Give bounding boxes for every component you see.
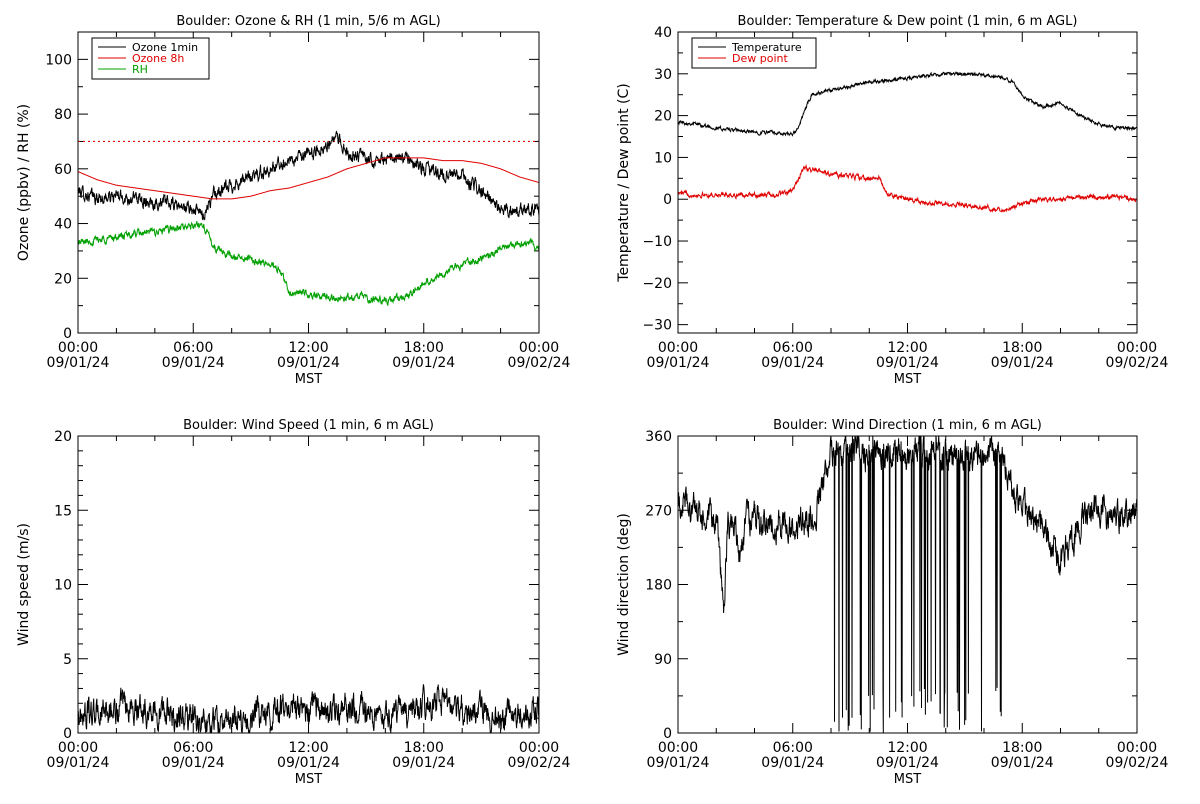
x-tick-label: 00:00 — [58, 740, 98, 756]
y-axis-label: Temperature / Dew point (C) — [616, 83, 632, 282]
x-tick-date-label: 09/01/24 — [991, 355, 1054, 371]
y-tick-label: 10 — [654, 150, 672, 166]
x-tick-label: 18:00 — [404, 740, 444, 756]
legend-label: Dew point — [732, 52, 788, 65]
legend-box — [691, 37, 817, 69]
series-line-data — [78, 684, 539, 733]
x-tick-date-label: 09/01/24 — [876, 755, 939, 771]
series-line-rh — [78, 220, 539, 306]
x-axis-label: MST — [295, 772, 322, 787]
x-tick-label: 12:00 — [887, 340, 927, 356]
x-tick-label: 00:00 — [658, 340, 698, 356]
series-line-ozone-8h — [78, 157, 539, 200]
x-tick-label: 18:00 — [404, 340, 444, 356]
chart-title: Boulder: Ozone & RH (1 min, 5/6 m AGL) — [176, 14, 440, 29]
y-tick-label: 80 — [54, 107, 72, 123]
y-axis-label: Wind direction (deg) — [616, 513, 632, 656]
x-tick-label: 00:00 — [658, 740, 698, 756]
series-line-temperature — [678, 71, 1137, 137]
x-tick-date-label: 09/01/24 — [991, 755, 1054, 771]
chart-windspeed: Boulder: Wind Speed (1 min, 6 m AGL) 00:0… — [16, 418, 571, 787]
legend-label: Ozone 8h — [132, 52, 184, 65]
x-tick-label: 12:00 — [288, 740, 328, 756]
plot-frame — [677, 435, 1138, 734]
y-axis-label: Ozone (ppbv) / RH (%) — [16, 104, 32, 261]
x-tick-label: 12:00 — [887, 740, 927, 756]
y-tick-label: 40 — [54, 217, 72, 233]
x-tick-label: 06:00 — [773, 340, 813, 356]
x-tick-date-label: 09/01/24 — [761, 355, 824, 371]
y-tick-label: 20 — [54, 429, 72, 445]
x-tick-label: 06:00 — [173, 740, 213, 756]
series-line-dew-point — [678, 163, 1137, 213]
y-tick-label: 100 — [45, 52, 72, 68]
x-tick-date-label: 09/02/24 — [1106, 755, 1169, 771]
x-tick-label: 06:00 — [173, 340, 213, 356]
series-line-data — [678, 436, 1137, 733]
y-tick-label: 180 — [645, 578, 672, 594]
chart-temperature: Boulder: Temperature & Dew point (1 min,… — [616, 14, 1169, 387]
plot-frame — [77, 31, 540, 334]
x-tick-date-label: 09/02/24 — [508, 355, 571, 371]
x-tick-date-label: 09/01/24 — [162, 755, 225, 771]
legend-label: Temperature — [731, 41, 802, 54]
x-tick-label: 12:00 — [288, 340, 328, 356]
x-axis-label: MST — [894, 372, 921, 387]
x-tick-date-label: 09/02/24 — [508, 755, 571, 771]
chart-ozone: Boulder: Ozone & RH (1 min, 5/6 m AGL)00… — [16, 14, 571, 387]
series-line-ozone-1min — [78, 130, 539, 221]
y-tick-label: 0 — [663, 726, 672, 742]
y-tick-label: 10 — [54, 578, 72, 594]
y-tick-label: 40 — [654, 25, 672, 41]
y-tick-label: 20 — [654, 109, 672, 125]
legend-label: RH — [132, 63, 148, 76]
x-tick-date-label: 09/01/24 — [277, 355, 340, 371]
x-axis-label: MST — [894, 772, 921, 787]
x-tick-label: 00:00 — [1117, 340, 1157, 356]
y-tick-label: −10 — [642, 234, 672, 250]
y-tick-label: 5 — [63, 652, 72, 668]
chart-title: Boulder: Wind Direction (1 min, 6 m AGL) — [773, 418, 1042, 433]
y-tick-label: 0 — [63, 726, 72, 742]
x-tick-label: 18:00 — [1002, 740, 1042, 756]
y-tick-label: −30 — [642, 318, 672, 334]
x-tick-label: 00:00 — [1117, 740, 1157, 756]
x-axis-label: MST — [295, 372, 322, 387]
x-tick-label: 00:00 — [519, 740, 559, 756]
x-tick-date-label: 09/01/24 — [761, 755, 824, 771]
chart-winddir: Boulder: Wind Direction (1 min, 6 m AGL)… — [616, 418, 1169, 787]
legend-label: Ozone 1min — [132, 41, 198, 54]
x-tick-date-label: 09/02/24 — [1106, 355, 1169, 371]
x-tick-label: 18:00 — [1002, 340, 1042, 356]
y-tick-label: 15 — [54, 503, 72, 519]
x-tick-date-label: 09/01/24 — [876, 355, 939, 371]
y-tick-label: 20 — [54, 271, 72, 287]
x-tick-label: 06:00 — [773, 740, 813, 756]
y-tick-label: 90 — [654, 652, 672, 668]
x-tick-date-label: 09/01/24 — [277, 755, 340, 771]
x-tick-date-label: 09/01/24 — [47, 355, 110, 371]
x-tick-label: 00:00 — [519, 340, 559, 356]
x-tick-date-label: 09/01/24 — [647, 355, 710, 371]
x-tick-date-label: 09/01/24 — [162, 355, 225, 371]
x-tick-date-label: 09/01/24 — [47, 755, 110, 771]
y-tick-label: 60 — [54, 162, 72, 178]
chart-title: Boulder: Wind Speed (1 min, 6 m AGL) — [183, 418, 434, 433]
y-tick-label: 270 — [645, 503, 672, 519]
x-tick-label: 00:00 — [58, 340, 98, 356]
plot-frame — [77, 435, 540, 734]
y-tick-label: 360 — [645, 429, 672, 445]
y-tick-label: 0 — [63, 326, 72, 342]
y-axis-label: Wind speed (m/s) — [16, 523, 32, 646]
y-tick-label: 0 — [663, 192, 672, 208]
x-tick-date-label: 09/01/24 — [392, 755, 455, 771]
y-tick-label: 30 — [654, 67, 672, 83]
x-tick-date-label: 09/01/24 — [392, 355, 455, 371]
chart-title: Boulder: Temperature & Dew point (1 min,… — [738, 14, 1078, 29]
plot-frame — [677, 31, 1138, 334]
x-tick-date-label: 09/01/24 — [647, 755, 710, 771]
y-tick-label: −20 — [642, 276, 672, 292]
